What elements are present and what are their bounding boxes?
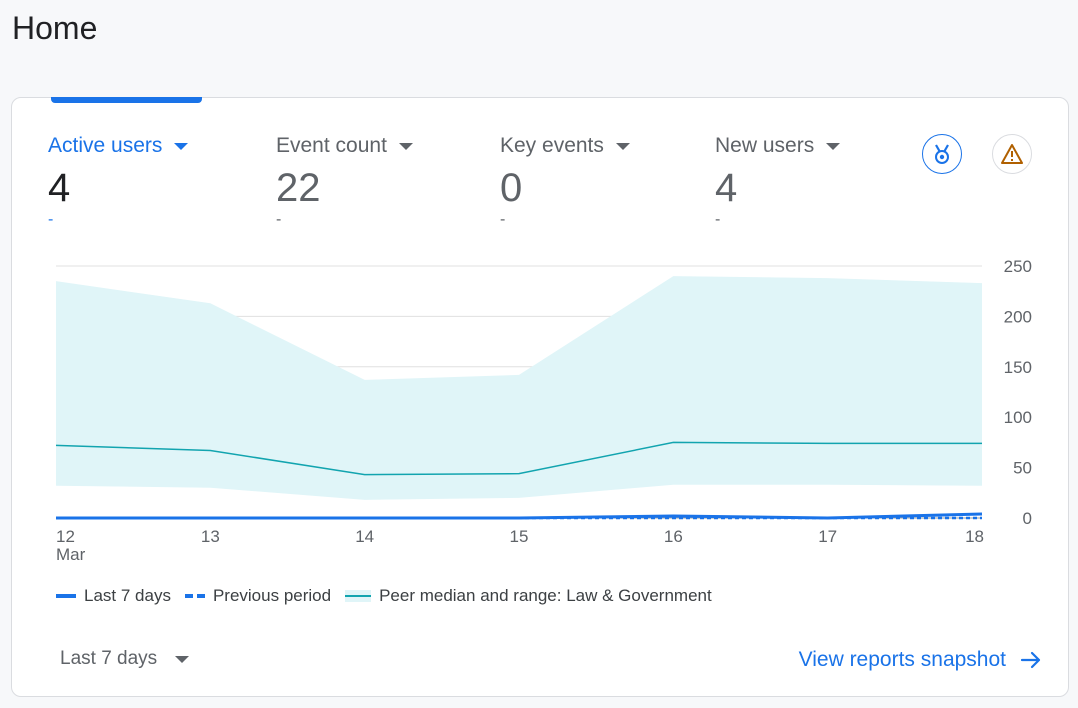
legend-label: Peer median and range: Law & Government: [379, 586, 712, 605]
x-tick-label: 15: [510, 527, 529, 546]
snapshot-link-label: View reports snapshot: [798, 648, 1006, 671]
metric-label: Event count: [276, 132, 413, 160]
y-tick-label: 50: [1013, 459, 1032, 478]
metric-label-text: New users: [715, 134, 815, 157]
dropdown-caret-icon: [398, 142, 413, 150]
series-line-last-7-days: [56, 512, 983, 520]
legend-label: Previous period: [212, 586, 332, 605]
metric-label: New users: [715, 132, 841, 160]
x-tick-label: 14: [355, 527, 374, 546]
legend-item-last-7-days: Last 7 days: [56, 586, 171, 606]
metric-key-events[interactable]: Key events 0 -: [500, 132, 630, 228]
date-range-label: Last 7 days: [60, 648, 158, 669]
x-tick-label: 17: [818, 527, 837, 546]
view-reports-snapshot-link[interactable]: View reports snapshot: [799, 648, 1042, 672]
x-month-label: Mar: [56, 545, 86, 564]
overview-card: Active users 4 - Event count 22 - Key ev…: [11, 97, 1069, 697]
dropdown-caret-icon: [826, 142, 841, 150]
y-tick-label: 150: [1004, 358, 1032, 377]
metric-label-text: Key events: [500, 134, 604, 157]
series-line-peer-median: [55, 441, 982, 476]
dashed-line-swatch-icon: [184, 594, 205, 598]
metric-label: Active users: [48, 132, 189, 160]
active-users-chart: 250 200 150 100 50 0 12 13 14 15 16 17 18 Mar: [55, 257, 1032, 564]
x-tick-label: 13: [201, 527, 220, 546]
arrow-right-icon: [1020, 651, 1041, 669]
metric-event-count[interactable]: Event count 22 -: [276, 132, 413, 228]
solid-line-swatch-icon: [56, 594, 76, 598]
date-range-dropdown[interactable]: Last 7 days: [60, 648, 190, 670]
metric-label: Key events: [500, 132, 630, 160]
metric-label-text: Active users: [48, 134, 163, 157]
metric-value: 4: [715, 166, 738, 210]
metric-active-users[interactable]: Active users 4 -: [48, 132, 189, 228]
metric-change: -: [276, 211, 282, 228]
metric-change: -: [500, 211, 506, 228]
metric-value: 22: [276, 166, 321, 210]
y-tick-label: 0: [1023, 509, 1032, 528]
medal-icon[interactable]: [922, 134, 962, 174]
active-tab-indicator: [51, 97, 202, 103]
metric-value: 0: [500, 166, 523, 210]
dropdown-caret-icon: [175, 655, 190, 663]
x-tick-label: 16: [664, 527, 683, 546]
dropdown-caret-icon: [174, 142, 189, 150]
metric-new-users[interactable]: New users 4 -: [715, 132, 841, 228]
peer-range-band: [56, 276, 982, 500]
legend-label: Last 7 days: [84, 586, 171, 605]
metric-change: -: [715, 211, 721, 228]
metric-value: 4: [48, 166, 71, 210]
y-tick-label: 250: [1004, 257, 1032, 276]
warning-icon[interactable]: [992, 134, 1032, 174]
dropdown-caret-icon: [615, 142, 630, 150]
x-tick-label: 12: [56, 527, 75, 546]
peer-range-swatch-icon: [345, 590, 372, 602]
y-tick-label: 100: [1004, 408, 1032, 427]
legend-item-peer: Peer median and range: Law & Government: [345, 586, 712, 606]
metric-label-text: Event count: [276, 134, 387, 157]
y-tick-label: 200: [1004, 307, 1032, 326]
page-title: Home: [12, 10, 98, 46]
legend-item-previous-period: Previous period: [184, 586, 332, 606]
metric-change: -: [48, 211, 54, 228]
chart-legend: Last 7 days Previous period Peer median …: [56, 586, 712, 606]
x-tick-label: 18: [965, 527, 984, 546]
